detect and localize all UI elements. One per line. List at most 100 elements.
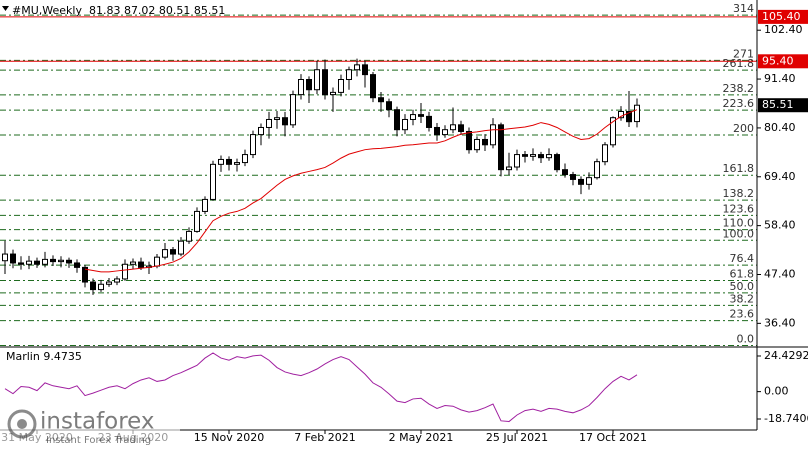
last-price-badge [758, 98, 808, 113]
candle-body [594, 161, 600, 179]
candle-body [114, 278, 120, 283]
candle-body [506, 166, 512, 171]
candle-body [482, 138, 488, 146]
level-label: 23.6 [730, 308, 755, 321]
candle-body [546, 154, 552, 159]
candle-body [450, 124, 456, 131]
y-tick-label: 91.40 [764, 72, 796, 85]
watermark-logo [7, 409, 37, 439]
candle-body [490, 124, 496, 146]
y-tick-label: 80.40 [764, 121, 796, 134]
x-tick-label: 7 Feb 2021 [294, 431, 355, 444]
candle-body [74, 262, 80, 268]
candle-body [610, 117, 616, 146]
candle-body [42, 258, 48, 265]
candle-body [178, 240, 184, 255]
candle-body [34, 260, 40, 265]
candle-body [2, 253, 8, 262]
level-label: 38.2 [730, 292, 755, 305]
candle-body [202, 198, 208, 212]
level-label: 0.0 [737, 333, 755, 346]
level-label: 271 [733, 47, 754, 60]
candle-body [554, 154, 560, 171]
chart-title: #MU,Weekly 81.83 87.02 80.51 85.51 [12, 4, 225, 17]
candle-body [266, 118, 272, 128]
candle-body [362, 64, 368, 76]
level-label: 50.0 [730, 280, 755, 293]
candle-body [66, 259, 72, 264]
x-tick-label: 17 Oct 2021 [579, 431, 647, 444]
candle-body [170, 249, 176, 255]
candle-body [130, 261, 136, 265]
oscillator-line [4, 352, 638, 423]
level-label: 261.8 [723, 57, 755, 70]
price-line-badge [758, 9, 808, 24]
candle-body [290, 94, 296, 126]
candle-body [626, 110, 632, 123]
last-price-label: 85.51 [762, 98, 794, 111]
candle-body [458, 124, 464, 132]
level-label: 161.8 [723, 162, 755, 175]
level-label: 238.2 [723, 82, 755, 95]
level-label: 138.2 [723, 187, 755, 200]
y-tick-label: 24.4292 [764, 349, 808, 362]
candle-body [50, 258, 56, 263]
candle-body [18, 262, 24, 265]
candle-body [578, 178, 584, 185]
candle-body [562, 169, 568, 176]
candle-body [218, 158, 224, 165]
y-tick-label: 36.40 [764, 316, 796, 329]
candle-body [338, 79, 344, 93]
candle-body [226, 158, 232, 165]
candle-body [618, 110, 624, 119]
candle-body [346, 69, 352, 81]
candle-body [26, 260, 32, 265]
level-label: 223.6 [723, 97, 755, 110]
title-icon [2, 6, 9, 11]
y-tick-label: 0.00 [764, 385, 789, 398]
candle-body [586, 177, 592, 185]
candle-body [58, 259, 64, 263]
candle-body [386, 101, 392, 111]
candle-body [258, 126, 264, 136]
candle-body [306, 79, 312, 91]
watermark-brand: instaforex [40, 409, 155, 435]
x-tick-label: 2 May 2021 [389, 431, 454, 444]
candle-body [10, 253, 16, 264]
price-line-label: 95.40 [762, 54, 794, 67]
level-label: 61.8 [730, 267, 755, 280]
level-label: 100.0 [723, 227, 755, 240]
watermark-logo [17, 419, 27, 429]
level-label: 123.6 [723, 202, 755, 215]
level-label: 314 [733, 2, 754, 15]
x-tick-label: 25 Jul 2021 [486, 431, 548, 444]
candle-body [274, 117, 280, 120]
y-tick-label: 47.40 [764, 267, 796, 280]
watermark-bg [0, 404, 180, 449]
candle-body [410, 114, 416, 120]
ma-line [84, 109, 638, 273]
candle-body [530, 154, 536, 157]
candle-body [378, 97, 384, 103]
candle-body [82, 266, 88, 283]
candle-body [298, 79, 304, 96]
candle-body [418, 114, 424, 117]
level-label: 200 [733, 122, 754, 135]
candle-body [242, 154, 248, 164]
oscillator-title: Marlin 9.4735 [6, 350, 82, 363]
candle-body [330, 91, 336, 96]
candle-body [282, 117, 288, 126]
candle-body [370, 74, 376, 99]
candle-body [162, 249, 168, 258]
candle-body [602, 144, 608, 163]
candle-body [154, 256, 160, 267]
candle-body [106, 281, 112, 285]
candle-body [538, 154, 544, 159]
candle-body [402, 118, 408, 131]
candle-body [570, 174, 576, 180]
candle-body [234, 162, 240, 165]
candle-body [442, 129, 448, 136]
level-label: 76.4 [730, 252, 755, 265]
candle-body [138, 261, 144, 268]
